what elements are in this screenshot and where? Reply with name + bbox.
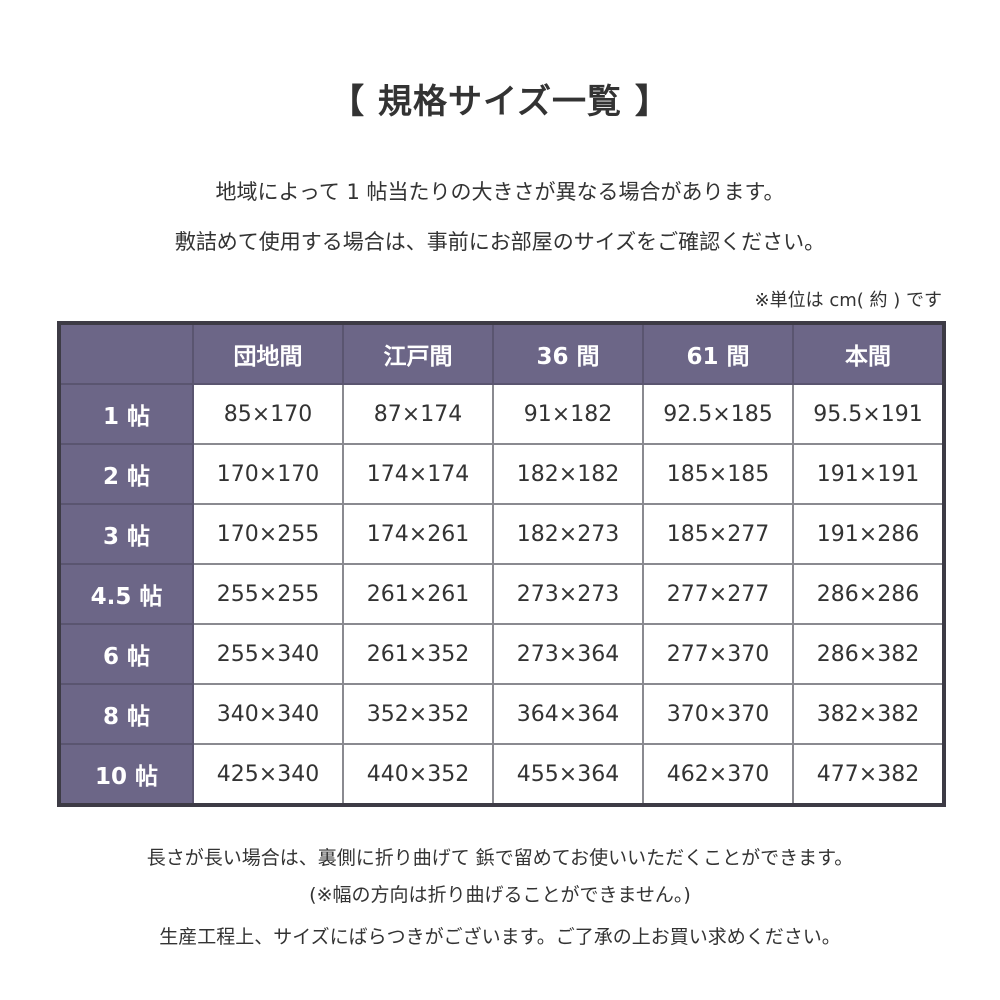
size-cell: 92.5×185	[642, 383, 794, 445]
size-cell: 182×182	[492, 443, 644, 505]
size-cell: 286×286	[792, 563, 945, 625]
intro-line-1: 地域によって 1 帖当たりの大きさが異なる場合があります。	[215, 180, 785, 204]
size-cell: 87×174	[342, 383, 494, 445]
table-row: 4.5 帖 255×255 261×261 273×273 277×277 286×286	[58, 563, 945, 625]
size-cell: 170×170	[192, 443, 344, 505]
size-cell: 477×382	[792, 743, 945, 806]
size-cell: 174×261	[342, 503, 494, 565]
row-header: 4.5 帖	[58, 563, 194, 625]
size-cell: 382×382	[792, 683, 945, 745]
column-header: 本間	[792, 322, 945, 385]
size-cell: 277×277	[642, 563, 794, 625]
size-cell: 185×185	[642, 443, 794, 505]
size-cell: 170×255	[192, 503, 344, 565]
size-cell: 462×370	[642, 743, 794, 806]
size-cell: 255×340	[192, 623, 344, 685]
size-cell: 286×382	[792, 623, 945, 685]
size-cell: 255×255	[192, 563, 344, 625]
page-title: 【 規格サイズ一覧 】	[330, 82, 670, 122]
column-header: 団地間	[192, 322, 344, 385]
size-cell: 455×364	[492, 743, 644, 806]
row-header: 10 帖	[58, 743, 194, 806]
note-line-2: (※幅の方向は折り曲げることができません。)	[309, 884, 691, 906]
table-row: 2 帖 170×170 174×174 182×182 185×185 191×191	[58, 443, 945, 505]
size-cell: 174×174	[342, 443, 494, 505]
row-header: 8 帖	[58, 683, 194, 745]
size-cell: 425×340	[192, 743, 344, 806]
column-header: 36 間	[492, 322, 644, 385]
row-header: 1 帖	[58, 383, 194, 445]
table-row: 8 帖 340×340 352×352 364×364 370×370 382×382	[58, 683, 945, 745]
size-table: 団地間 江戸間 36 間 61 間 本間 1 帖 85×170 87×174 91×1…	[57, 321, 946, 807]
size-cell: 185×277	[642, 503, 794, 565]
size-cell: 440×352	[342, 743, 494, 806]
size-cell: 261×352	[342, 623, 494, 685]
size-cell: 182×273	[492, 503, 644, 565]
size-cell: 352×352	[342, 683, 494, 745]
size-cell: 191×286	[792, 503, 945, 565]
intro-line-2: 敷詰めて使用する場合は、事前にお部屋のサイズをご確認ください。	[174, 230, 826, 254]
row-header: 3 帖	[58, 503, 194, 565]
table-row: 6 帖 255×340 261×352 273×364 277×370 286×382	[58, 623, 945, 685]
corner-cell	[58, 322, 194, 385]
row-header: 2 帖	[58, 443, 194, 505]
size-cell: 261×261	[342, 563, 494, 625]
table-row: 10 帖 425×340 440×352 455×364 462×370 477×382	[58, 743, 945, 806]
size-cell: 340×340	[192, 683, 344, 745]
note-line-3: 生産工程上、サイズにばらつきがございます。ご了承の上お買い求めください。	[159, 926, 841, 948]
table-row: 1 帖 85×170 87×174 91×182 92.5×185 95.5×191	[58, 383, 945, 445]
size-cell: 191×191	[792, 443, 945, 505]
note-line-1: 長さが長い場合は、裏側に折り曲げて 鋲で留めてお使いいただくことができます。	[146, 847, 854, 869]
column-header: 江戸間	[342, 322, 494, 385]
unit-note: ※単位は cm( 約 ) です	[754, 290, 942, 311]
size-cell: 95.5×191	[792, 383, 945, 445]
column-header: 61 間	[642, 322, 794, 385]
size-cell: 85×170	[192, 383, 344, 445]
size-cell: 91×182	[492, 383, 644, 445]
table-row: 3 帖 170×255 174×261 182×273 185×277 191×286	[58, 503, 945, 565]
size-cell: 273×364	[492, 623, 644, 685]
size-cell: 364×364	[492, 683, 644, 745]
size-cell: 273×273	[492, 563, 644, 625]
table-header-row: 団地間 江戸間 36 間 61 間 本間	[58, 322, 945, 385]
row-header: 6 帖	[58, 623, 194, 685]
size-cell: 277×370	[642, 623, 794, 685]
size-cell: 370×370	[642, 683, 794, 745]
